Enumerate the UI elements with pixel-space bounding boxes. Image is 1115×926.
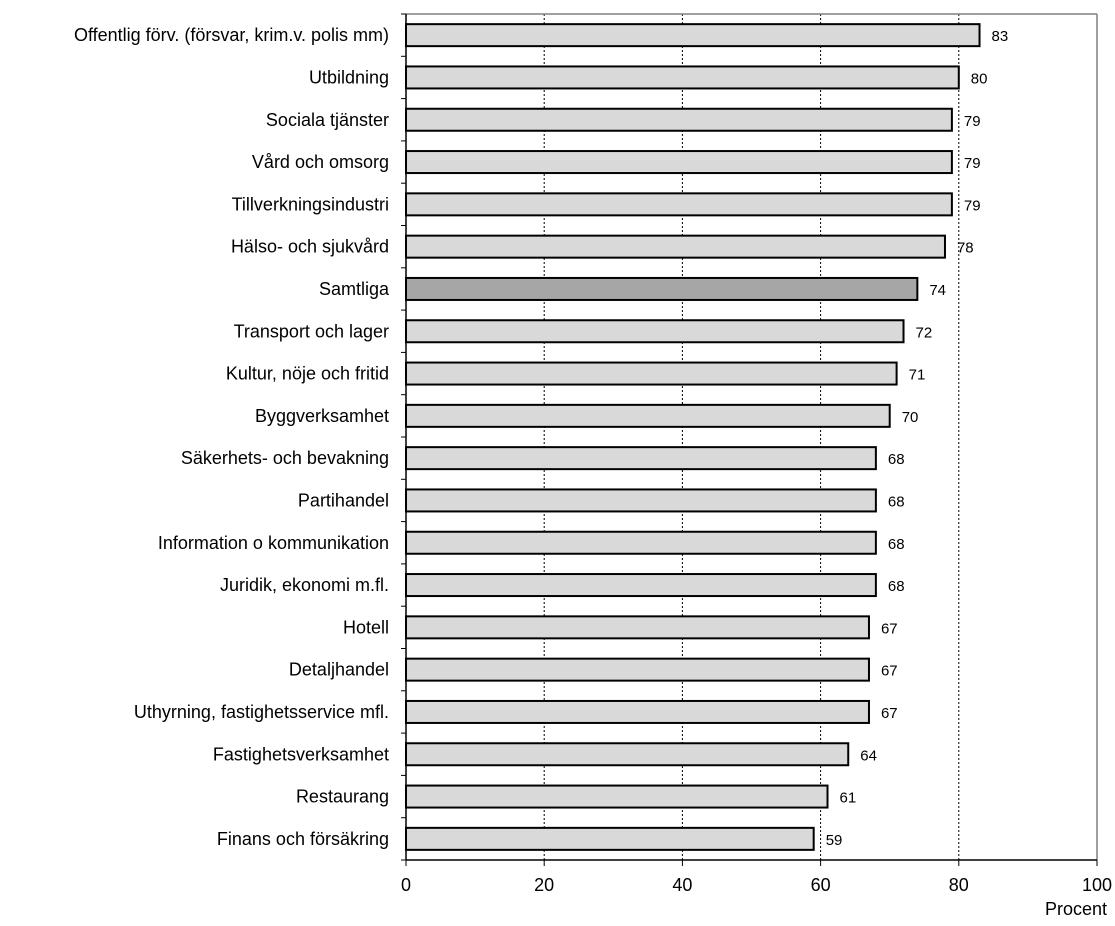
value-label-6: 78	[957, 240, 974, 257]
bar-14	[405, 573, 877, 598]
value-label-3: 79	[964, 113, 981, 130]
category-label-15: Hotell	[343, 617, 389, 637]
bar-13	[405, 530, 877, 555]
value-label-10: 70	[902, 409, 919, 426]
value-label-11: 68	[888, 451, 905, 468]
category-labels: Offentlig förv. (försvar, krim.v. polis …	[74, 25, 390, 849]
x-tick-label-80: 80	[949, 875, 969, 895]
category-label-1: Offentlig förv. (försvar, krim.v. polis …	[74, 25, 389, 45]
bar-15	[405, 615, 870, 640]
category-label-4: Vård och omsorg	[252, 152, 389, 172]
bar-20	[405, 826, 815, 851]
category-label-19: Restaurang	[296, 787, 389, 807]
bar-10	[405, 403, 891, 428]
bar-3	[405, 107, 953, 132]
bar-12	[405, 488, 877, 513]
axes: 0 20 40 60 80 100	[401, 13, 1112, 895]
category-label-10: Byggverksamhet	[255, 406, 389, 426]
bar-8	[405, 319, 905, 344]
value-label-19: 61	[840, 790, 857, 807]
value-label-5: 79	[964, 197, 981, 214]
value-label-18: 64	[860, 747, 877, 764]
bar-9	[405, 361, 898, 386]
bar-5	[405, 192, 953, 217]
value-labels: 83 80 79 79 79 78 74 72 71 70 68 68 68 68 67 67 67 64 61 59	[826, 28, 1009, 849]
category-label-17: Uthyrning, fastighetsservice mfl.	[134, 702, 389, 722]
bar-16	[405, 657, 870, 682]
bar-18	[405, 742, 850, 767]
value-label-13: 68	[888, 536, 905, 553]
gridlines	[543, 14, 960, 860]
category-label-12: Partihandel	[298, 490, 389, 510]
bar-11	[405, 446, 877, 471]
category-label-7: Samtliga	[319, 279, 390, 299]
x-axis-title: Procent	[1045, 899, 1107, 919]
bar-6	[405, 234, 946, 259]
value-label-16: 67	[881, 663, 898, 680]
value-label-4: 79	[964, 155, 981, 172]
value-label-7: 74	[929, 282, 946, 299]
value-label-9: 71	[909, 367, 926, 384]
category-label-5: Tillverkningsindustri	[232, 194, 389, 214]
value-label-12: 68	[888, 493, 905, 510]
category-label-14: Juridik, ekonomi m.fl.	[220, 575, 389, 595]
category-label-13: Information o kommunikation	[158, 533, 389, 553]
x-tick-label-100: 100	[1082, 875, 1112, 895]
value-label-20: 59	[826, 832, 843, 849]
bars	[405, 23, 981, 851]
value-label-1: 83	[992, 28, 1009, 45]
x-tick-label-20: 20	[534, 875, 554, 895]
bar-7	[405, 276, 919, 301]
bar-19	[405, 784, 829, 809]
bar-4	[405, 150, 953, 175]
value-label-17: 67	[881, 705, 898, 722]
category-label-2: Utbildning	[309, 67, 389, 87]
x-tick-label-40: 40	[672, 875, 692, 895]
category-label-8: Transport och lager	[234, 321, 389, 341]
category-label-3: Sociala tjänster	[266, 110, 389, 130]
category-label-11: Säkerhets- och bevakning	[181, 448, 389, 468]
x-tick-label-60: 60	[811, 875, 831, 895]
category-label-9: Kultur, nöje och fritid	[226, 364, 389, 384]
bar-2	[405, 65, 960, 90]
category-label-20: Finans och försäkring	[217, 829, 389, 849]
value-label-2: 80	[971, 70, 988, 87]
category-label-16: Detaljhandel	[289, 660, 389, 680]
x-tick-label-0: 0	[401, 875, 411, 895]
value-label-8: 72	[916, 324, 933, 341]
value-label-15: 67	[881, 620, 898, 637]
bar-1	[405, 23, 981, 48]
category-label-6: Hälso- och sjukvård	[231, 237, 389, 257]
category-label-18: Fastighetsverksamhet	[213, 744, 389, 764]
value-label-14: 68	[888, 578, 905, 595]
bar-17	[405, 699, 870, 724]
